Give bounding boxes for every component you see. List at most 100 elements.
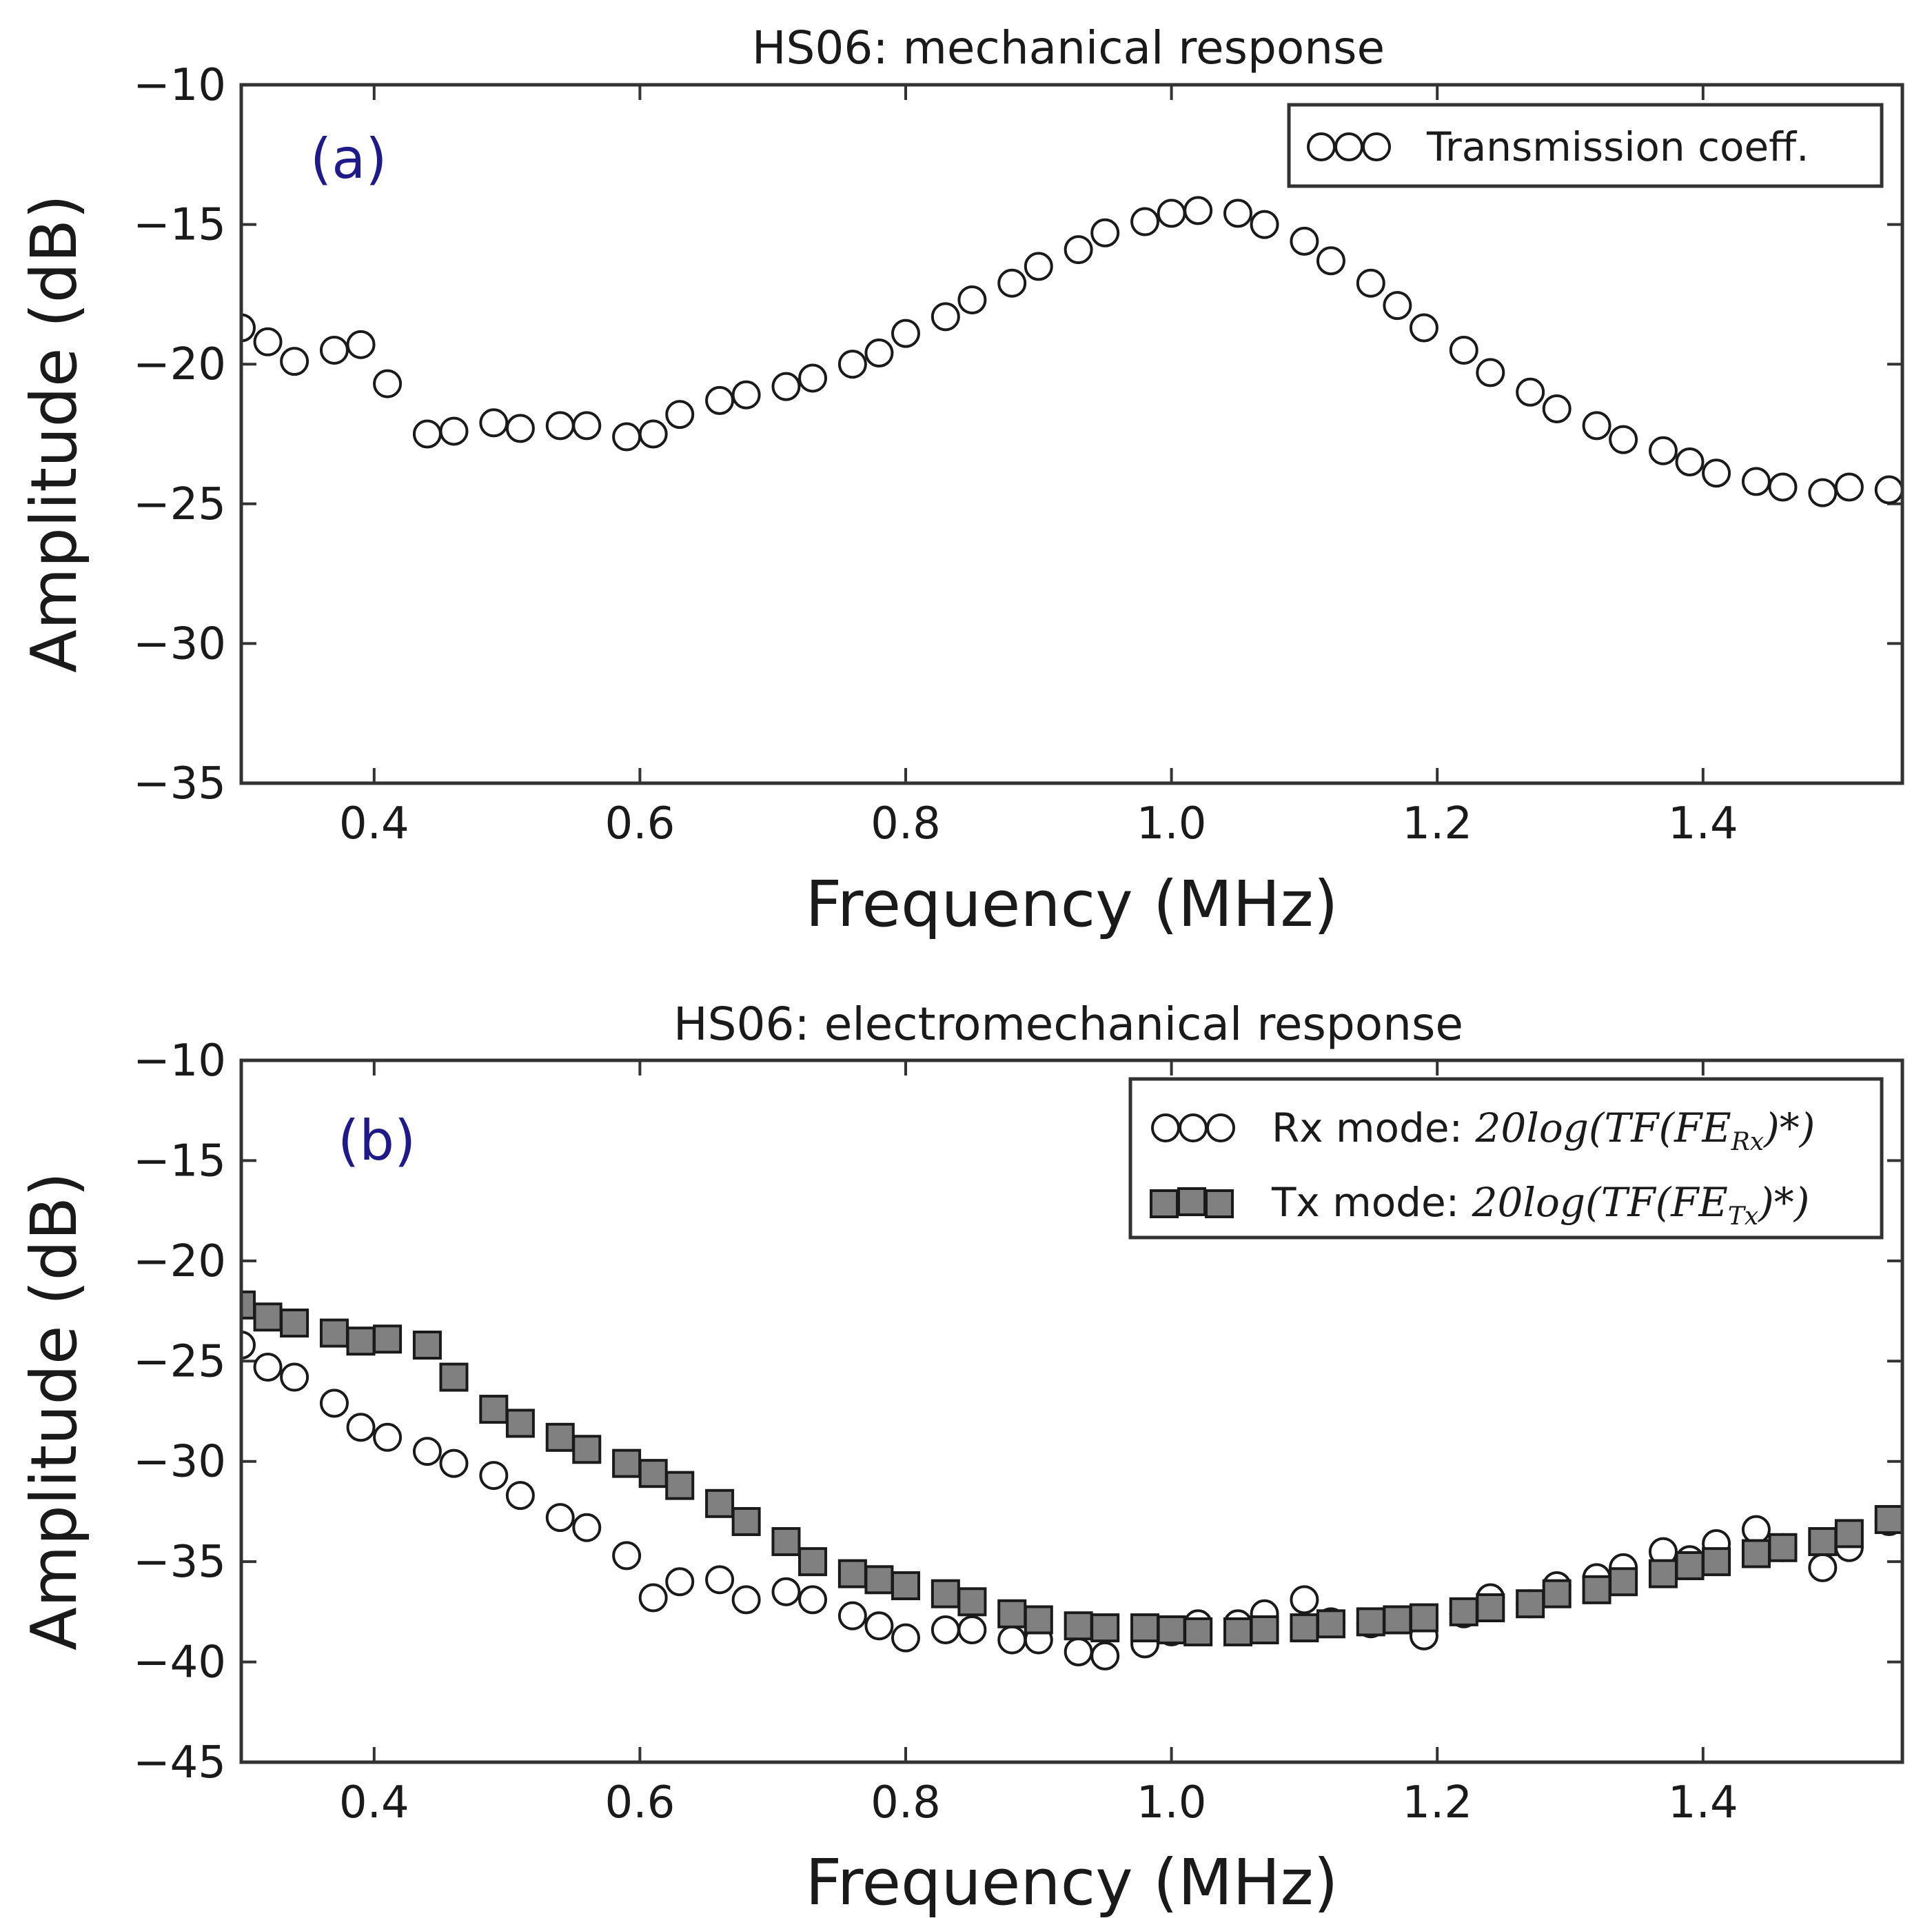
panel-b-tx-mode-point bbox=[1290, 1613, 1319, 1643]
rx-legend-subscript: Rx bbox=[1731, 1128, 1764, 1156]
panel-a-transmission-coeff-point bbox=[280, 347, 309, 376]
panel-b-tx-mode-point bbox=[545, 1422, 575, 1452]
panel-a-transmission-coeff-point bbox=[638, 419, 668, 449]
panel-b-tx-mode-point bbox=[319, 1318, 349, 1348]
panel-b-rx-mode-point bbox=[731, 1585, 761, 1615]
panel-b-rx-mode-point bbox=[1290, 1585, 1319, 1615]
panel-a-transmission-coeff-point bbox=[1609, 425, 1638, 454]
panel-b-tx-mode-point bbox=[1516, 1589, 1545, 1619]
panel-b: HS06: electromechanical response Amplitu… bbox=[17, 998, 1904, 1918]
panel-b-markers bbox=[241, 1290, 1902, 1670]
panel-a-transmission-coeff-point bbox=[1183, 196, 1213, 225]
panel-b-x-tick-label: 1.4 bbox=[1668, 1777, 1738, 1828]
panel-a-transmission-coeff-point bbox=[1476, 358, 1505, 387]
rx-legend-math-end: )*) bbox=[1762, 1104, 1815, 1151]
panel-b-tx-mode-point bbox=[1675, 1551, 1705, 1580]
panel-a-transmission-coeff-point bbox=[1316, 246, 1345, 276]
panel-b-tx-mode-point bbox=[1383, 1605, 1412, 1635]
panel-a-transmission-coeff-point bbox=[412, 419, 442, 449]
panel-a-transmission-coeff-point bbox=[1702, 458, 1731, 488]
panel-b-tx-mode-point bbox=[997, 1599, 1027, 1628]
panel-b-legend-tx-label: Tx mode: 20log(TF(FETx)*) bbox=[1271, 1179, 1809, 1231]
panel-b-rx-mode-point bbox=[957, 1615, 987, 1645]
panel-b-tx-mode-point bbox=[931, 1579, 960, 1608]
panel-b-rx-mode-point bbox=[997, 1625, 1027, 1655]
panel-a-transmission-coeff-point bbox=[771, 372, 801, 401]
panel-b-tx-mode-point bbox=[1064, 1611, 1093, 1641]
panel-b-rx-mode-point bbox=[479, 1461, 509, 1491]
panel-b-tx-mode-point bbox=[1768, 1533, 1798, 1562]
panel-b-tx-mode-point bbox=[1582, 1575, 1611, 1604]
panel-b-rx-mode-point bbox=[1741, 1515, 1771, 1544]
panel-a-transmission-coeff-point bbox=[1808, 478, 1838, 507]
panel-a-transmission-coeff-point bbox=[931, 302, 960, 332]
panel-b-legend-rx-label: Rx mode: 20log(TF(FERx)*) bbox=[1272, 1104, 1815, 1156]
panel-b-tx-mode-point bbox=[1024, 1605, 1053, 1635]
panel-b-tx-mode-point bbox=[731, 1506, 761, 1536]
panel-a-legend-marker bbox=[1307, 132, 1391, 161]
panel-b-rx-mode-point bbox=[572, 1513, 602, 1542]
panel-b-rx-mode-point bbox=[412, 1437, 442, 1466]
panel-a-legend-label: Transmission coeff. bbox=[1426, 123, 1809, 170]
panel-a-legend: Transmission coeff. bbox=[1287, 103, 1884, 188]
panel-b-tx-mode-point bbox=[1090, 1613, 1120, 1643]
panel-a-y-tick-label: −35 bbox=[133, 758, 226, 809]
panel-b-rx-mode-point bbox=[1808, 1553, 1838, 1582]
panel-b-rx-mode-point bbox=[253, 1353, 283, 1382]
panel-b-rx-mode-point bbox=[346, 1413, 376, 1442]
panel-a-transmission-coeff-point bbox=[439, 416, 469, 446]
panel-a-label: (a) bbox=[310, 127, 387, 191]
panel-a-transmission-coeff-point bbox=[253, 327, 283, 356]
panel-b-tx-mode-point bbox=[479, 1395, 509, 1424]
panel-a-plot-frame bbox=[239, 83, 1904, 785]
panel-b-x-tick-label: 1.2 bbox=[1402, 1777, 1472, 1828]
panel-a-x-tick-label: 1.0 bbox=[1137, 798, 1207, 849]
panel-b-tx-mode-point bbox=[638, 1459, 668, 1488]
panel-b-tx-mode-point bbox=[572, 1435, 602, 1464]
panel-b-y-tick-label: −45 bbox=[133, 1737, 226, 1788]
panel-a-y-axis-label: Amplitude (dB) bbox=[17, 194, 91, 673]
panel-a-transmission-coeff-point bbox=[346, 330, 376, 359]
panel-b-y-axis-label: Amplitude (dB) bbox=[17, 1172, 91, 1651]
panel-a-transmission-coeff-point bbox=[731, 380, 761, 410]
panel-b-rx-mode-point bbox=[439, 1448, 469, 1478]
panel-b-ticks: 0.4 0.6 0.8 1.0 1.2 1.4 −45 −40 −35 −30 −25 −20 −15 −… bbox=[133, 1036, 1902, 1828]
panel-b-tx-mode-point bbox=[1741, 1539, 1771, 1568]
panel-a-transmission-coeff-point bbox=[241, 313, 256, 343]
panel-a-transmission-coeff-point bbox=[505, 414, 535, 443]
panel-a-transmission-coeff-point bbox=[1834, 472, 1864, 502]
panel-a-x-tick-label: 0.8 bbox=[871, 798, 941, 849]
panel-a-y-tick-label: −20 bbox=[133, 339, 226, 390]
panel-a: HS06: mechanical response Amplitude (dB)… bbox=[17, 21, 1904, 941]
panel-b-x-axis-label: Frequency (MHz) bbox=[805, 1846, 1338, 1918]
panel-b-tx-mode-point bbox=[505, 1409, 535, 1438]
panel-b-x-tick-label: 1.0 bbox=[1137, 1777, 1207, 1828]
panel-a-transmission-coeff-point bbox=[1409, 313, 1438, 343]
panel-b-legend-tx-marker bbox=[1150, 1187, 1234, 1218]
panel-b-y-tick-label: −35 bbox=[133, 1537, 226, 1588]
panel-a-transmission-coeff-point bbox=[1741, 467, 1771, 496]
panel-b-tx-mode-point bbox=[253, 1302, 283, 1332]
panel-b-rx-mode-point bbox=[837, 1601, 867, 1631]
panel-b-tx-mode-point bbox=[771, 1527, 801, 1557]
panel-a-title: HS06: mechanical response bbox=[752, 21, 1385, 74]
panel-a-y-tick-label: −15 bbox=[133, 200, 226, 251]
panel-a-transmission-coeff-point bbox=[1223, 199, 1252, 228]
panel-b-tx-mode-point bbox=[280, 1309, 309, 1338]
panel-b-rx-mode-point bbox=[545, 1503, 575, 1533]
panel-a-y-tick-label: −25 bbox=[133, 479, 226, 530]
panel-a-transmission-coeff-point bbox=[891, 319, 920, 348]
panel-a-transmission-coeff-point bbox=[665, 400, 695, 430]
panel-b-tx-mode-point bbox=[1702, 1547, 1731, 1577]
panel-b-label: (b) bbox=[338, 1109, 416, 1173]
panel-a-transmission-coeff-point bbox=[1874, 475, 1902, 505]
panel-b-tx-mode-point bbox=[1157, 1615, 1186, 1645]
panel-a-transmission-coeff-point bbox=[479, 408, 509, 438]
panel-a-transmission-coeff-point bbox=[798, 363, 828, 393]
panel-b-title: HS06: electromechanical response bbox=[673, 998, 1463, 1051]
panel-b-rx-mode-point bbox=[612, 1541, 642, 1571]
panel-b-rx-mode-point bbox=[864, 1611, 894, 1641]
panel-b-tx-mode-point bbox=[346, 1326, 376, 1356]
panel-b-tx-mode-point bbox=[665, 1471, 695, 1500]
panel-b-rx-mode-point bbox=[1090, 1641, 1120, 1670]
